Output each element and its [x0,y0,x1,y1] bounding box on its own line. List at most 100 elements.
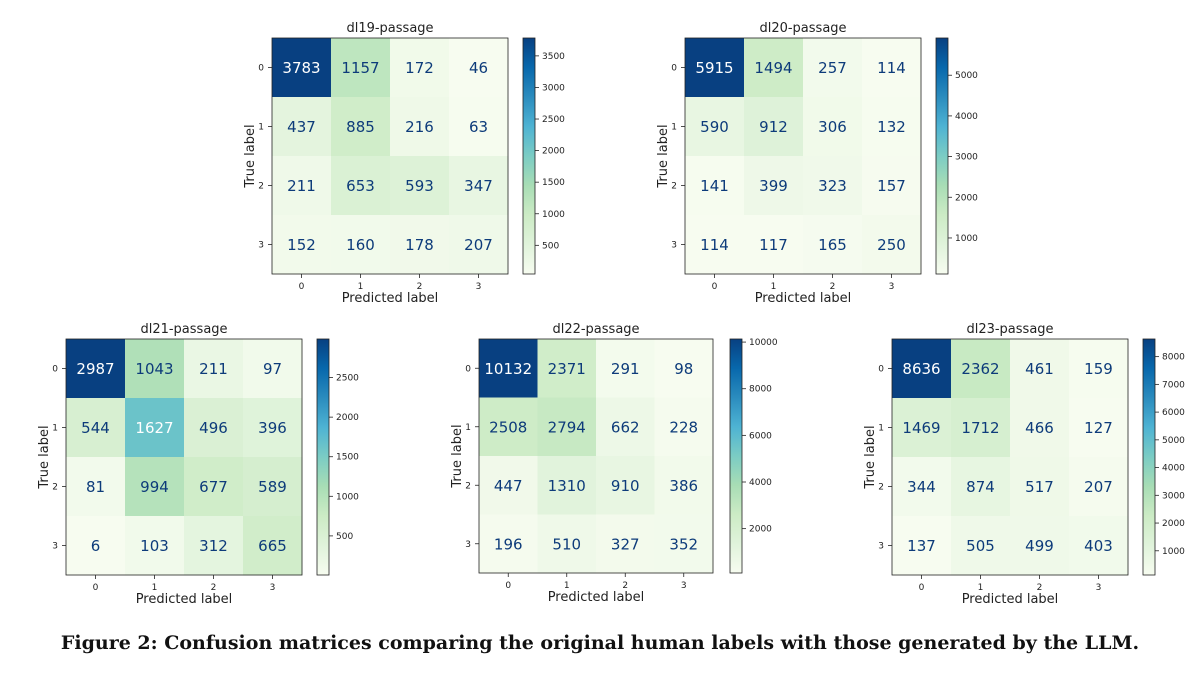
colorbar-tick-label: 6000 [1162,408,1185,418]
cell-value-label: 994 [140,478,169,496]
matrix-cell [1010,398,1070,458]
colorbar-tick-label: 1000 [955,234,978,244]
cell-value-label: 114 [700,236,729,254]
matrix-cell [685,215,745,275]
colorbar-tick-label: 5000 [955,71,978,81]
matrix-cell [1069,457,1129,517]
x-tick-label: 2 [211,583,217,593]
cell-value-label: 178 [405,236,434,254]
y-axis-label: True label [450,424,465,488]
colorbar-tick-label: 3000 [542,83,565,93]
cell-value-label: 327 [611,535,640,553]
colorbar-tick-label: 8000 [1162,353,1185,363]
matrix-cell [479,456,538,515]
matrix-cell [862,215,922,275]
colorbar-tick-label: 3000 [1162,491,1185,501]
cell-value-label: 461 [1025,360,1054,378]
matrix-cell [390,156,450,216]
colorbar [1142,338,1156,576]
matrix-cell [862,156,922,216]
matrix-cell [1010,516,1070,576]
matrix-cell [803,215,863,275]
cell-value-label: 81 [86,478,105,496]
y-tick-label: 3 [671,241,677,251]
cell-value-label: 196 [494,535,523,553]
matrix-cell [537,397,597,457]
x-tick-label: 0 [505,581,511,591]
y-tick-label: 0 [258,64,264,74]
cell-value-label: 132 [877,118,906,136]
cell-value-label: 8636 [902,360,940,378]
matrix-cell [272,156,332,216]
matrix-cell [125,339,185,399]
colorbar-tick-label: 2500 [542,115,565,125]
matrix-cell [331,215,391,275]
cell-value-label: 5915 [695,59,733,77]
matrix-frame [271,37,509,275]
cell-value-label: 211 [287,177,316,195]
cell-value-label: 98 [674,360,693,378]
x-tick-label: 0 [919,583,925,593]
matrix-cell [66,398,126,458]
matrix-cell [862,38,922,98]
matrix-cell [331,97,391,157]
cell-value-label: 665 [258,537,287,555]
y-tick-label: 3 [465,540,471,550]
matrix-cell [184,457,244,517]
x-axis-label: Predicted label [755,291,852,306]
cell-value-label: 323 [818,177,847,195]
cell-value-label: 399 [759,177,788,195]
cell-value-label: 165 [818,236,847,254]
matrix-cell [479,339,538,398]
cell-value-label: 2794 [548,418,586,436]
cell-value-label: 291 [611,360,640,378]
y-tick-label: 1 [671,123,677,133]
y-tick-label: 2 [465,481,471,491]
cell-value-label: 517 [1025,478,1054,496]
cell-value-label: 344 [907,478,936,496]
matrix-cell [390,215,450,275]
cell-value-label: 117 [759,236,788,254]
matrix-cell [654,514,714,574]
cell-value-label: 2362 [961,360,999,378]
cell-value-label: 63 [469,118,488,136]
cell-value-label: 207 [464,236,493,254]
matrix-cell [1069,398,1129,458]
matrix-cell [654,456,714,515]
cell-value-label: 257 [818,59,847,77]
colorbar-tick-label: 4000 [1162,464,1185,474]
matrix-cell [744,38,804,98]
y-tick-label: 3 [878,542,884,552]
x-tick-label: 2 [1037,583,1043,593]
colorbar-tick-label: 2000 [1162,519,1185,529]
colorbar-tick-label: 1000 [542,210,565,220]
cell-value-label: 1494 [754,59,792,77]
colorbar-tick-label: 1500 [542,178,565,188]
matrix-cell [596,397,655,457]
cell-value-label: 662 [611,418,640,436]
cell-value-label: 6 [91,537,101,555]
y-tick-label: 0 [52,365,58,375]
colorbar-tick-label: 500 [336,532,353,542]
matrix-cell [685,38,745,98]
colorbar [316,338,330,576]
matrix-cell [596,456,655,515]
matrix-cell [125,457,185,517]
matrix-cell [1069,516,1129,576]
matrix-cell [125,516,185,576]
cell-value-label: 211 [199,360,228,378]
colorbar-tick-label: 4000 [955,112,978,122]
matrix-cell [243,516,303,576]
cell-value-label: 137 [907,537,936,555]
cell-value-label: 216 [405,118,434,136]
cell-value-label: 312 [199,537,228,555]
matrix-cell [331,156,391,216]
matrix-frame [65,338,303,576]
cell-value-label: 114 [877,59,906,77]
matrix-cell [66,516,126,576]
matrix-cell [184,339,244,399]
colorbar-tick-label: 1000 [336,492,359,502]
cell-value-label: 2371 [548,360,586,378]
cell-value-label: 160 [346,236,375,254]
